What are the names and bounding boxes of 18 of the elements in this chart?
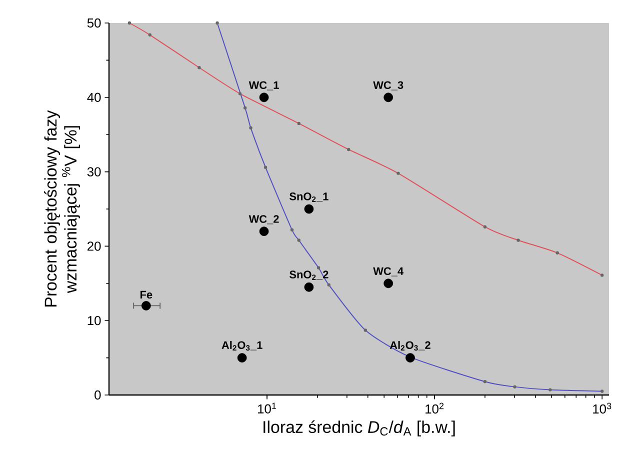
annotation: WC_4	[373, 267, 404, 276]
annotation: Al$_{2}$O$_{3}$_1	[222, 340, 262, 351]
x-tick-label: 10$^{1}$	[258, 402, 276, 414]
annotation: Al$_{2}$O$_{3}$_2	[390, 340, 430, 351]
y-tick-label: 40	[87, 92, 101, 102]
x-axis-title: Iloraz średnic D$_{C}$/d$_{A}$ [b.w.]	[264, 420, 455, 436]
annotation: WC_1	[248, 81, 279, 90]
y-tick-label: 20	[88, 242, 101, 251]
y-tick-label: 50	[87, 18, 101, 28]
annotation: WC_2	[248, 215, 279, 224]
annotation: WC_3	[373, 81, 404, 90]
x-tick-label: 10$^{2}$	[426, 402, 444, 414]
x-tick-label: 10$^{3}$	[593, 402, 612, 414]
y-tick-label: 30	[87, 167, 101, 176]
y-tick-label: 10	[88, 316, 101, 326]
y-tick-label: 0	[94, 390, 101, 400]
annotation: SnO$_{2}$_1	[290, 192, 328, 202]
annotation: Fe	[140, 290, 152, 299]
